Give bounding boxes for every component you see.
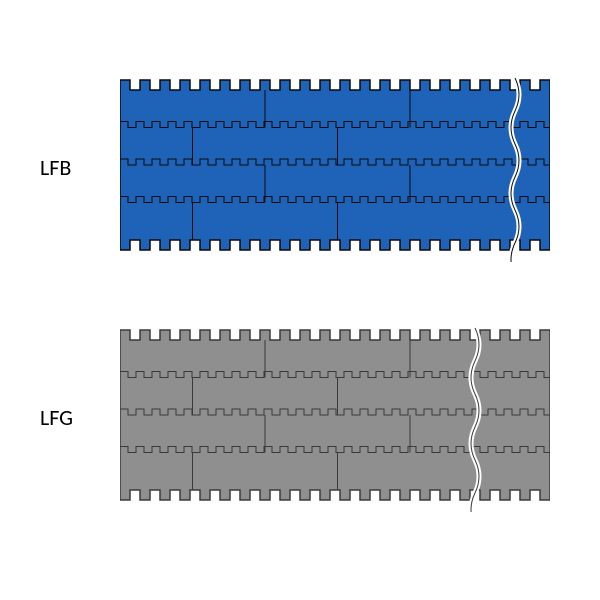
belt-diagram: { "labels": { "top": "LFB", "bottom": "L… <box>0 0 600 600</box>
label-lfb: LFB <box>40 154 71 181</box>
belt-panel-lfb <box>120 68 550 262</box>
belt-panel-lfg <box>120 318 550 512</box>
label-lfg: LFG <box>40 404 73 431</box>
